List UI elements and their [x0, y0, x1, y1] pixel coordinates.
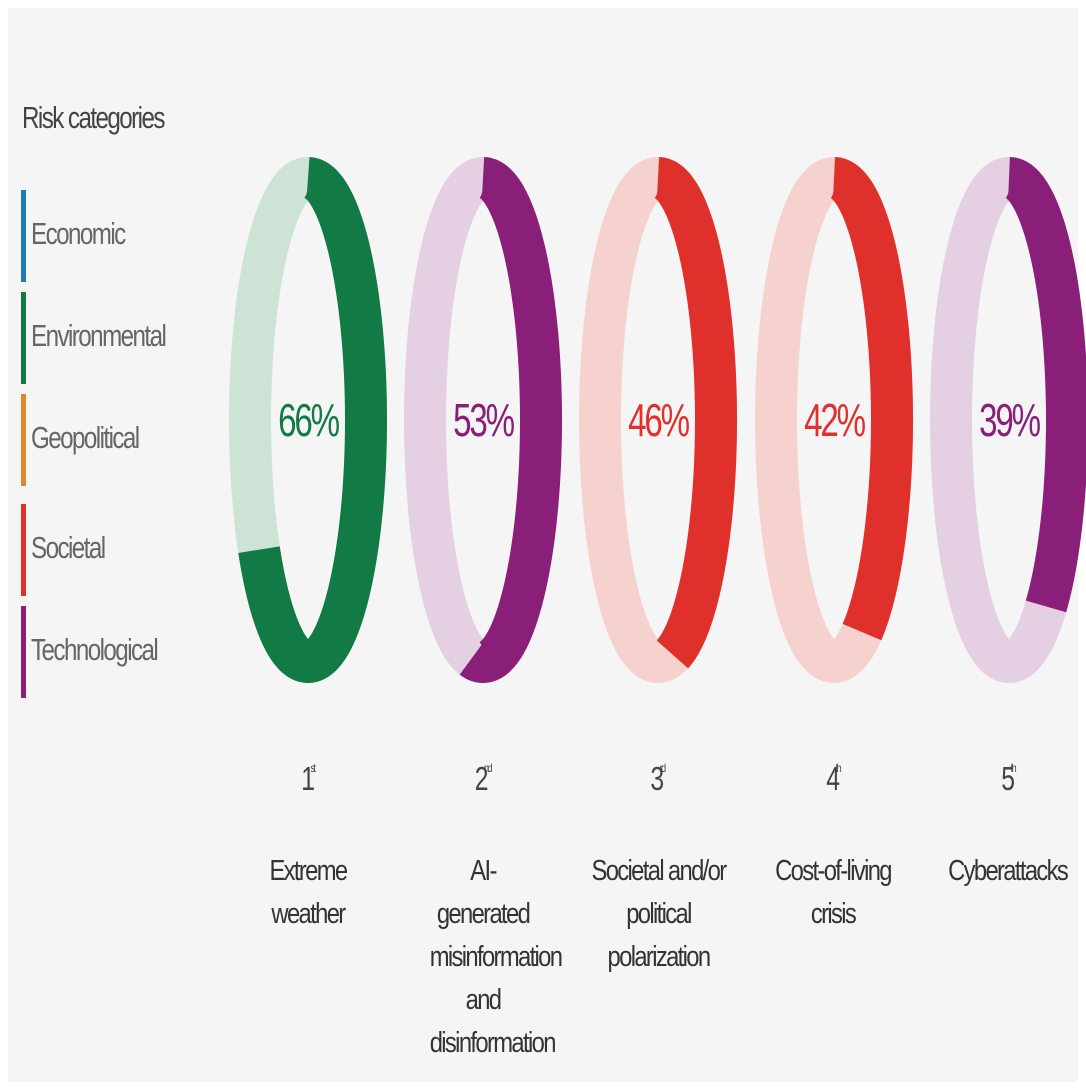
- rank-4: 4th: [753, 760, 913, 798]
- legend-label-societal: Societal: [31, 530, 106, 565]
- risk-name-5: Cyberattacks: [918, 850, 1086, 893]
- legend-item-geopolitical: Geopolitical: [21, 394, 221, 486]
- donut-4-value-label: 42%: [804, 396, 865, 446]
- rank-3-suffix: rd: [660, 761, 666, 775]
- legend-title: Risk categories: [22, 100, 165, 135]
- legend-swatch-technological: [21, 606, 26, 698]
- rank-3: 3rd: [578, 760, 738, 798]
- donut-1: 66%: [229, 157, 387, 683]
- donut-2: 53%: [404, 157, 562, 683]
- risk-name-1: Extreme weather: [218, 850, 398, 936]
- rank-1-suffix: st: [310, 761, 317, 775]
- donut-3-value-label: 46%: [628, 396, 689, 446]
- legend-label-geopolitical: Geopolitical: [31, 420, 140, 455]
- donut-5: 39%: [930, 157, 1086, 683]
- risk-name-4-text: Cost-of-living crisis: [775, 855, 892, 930]
- risk-name-2: AI-generated misinformation and disinfor…: [393, 850, 573, 1065]
- rank-2-suffix: nd: [484, 761, 493, 775]
- legend-item-technological: Technological: [21, 606, 221, 698]
- legend-label-economic: Economic: [31, 216, 126, 251]
- rank-5-suffix: th: [1010, 761, 1016, 775]
- risk-name-3-text: Societal and/or political polarization: [590, 855, 727, 973]
- legend-swatch-geopolitical: [21, 394, 26, 486]
- rank-5-number: 5: [1001, 760, 1015, 797]
- donut-2-value-label: 53%: [453, 396, 514, 446]
- risk-name-5-text: Cyberattacks: [948, 855, 1069, 887]
- risk-name-1-text: Extreme weather: [269, 855, 348, 930]
- legend-item-environmental: Environmental: [21, 292, 221, 384]
- rank-4-number: 4: [826, 760, 840, 797]
- legend-label-environmental: Environmental: [31, 318, 167, 353]
- donut-5-value-label: 39%: [979, 396, 1040, 446]
- rank-4-suffix: th: [835, 761, 841, 775]
- rank-1: 1st: [228, 760, 388, 798]
- rank-3-number: 3: [650, 760, 665, 797]
- donut-5-value-arc: [989, 157, 1086, 625]
- donut-4: 42%: [755, 157, 913, 683]
- donut-1-value-label: 66%: [278, 396, 339, 446]
- donut-3: 46%: [579, 157, 737, 683]
- legend-item-economic: Economic: [21, 190, 221, 282]
- rank-2: 2nd: [403, 760, 563, 798]
- legend-swatch-environmental: [21, 292, 26, 384]
- risk-name-4: Cost-of-living crisis: [743, 850, 923, 936]
- donut-2-value-arc: [452, 157, 562, 683]
- rank-1-number: 1: [301, 760, 315, 797]
- rank-2-number: 2: [474, 760, 489, 797]
- donut-3-value-arc: [638, 157, 737, 674]
- legend-swatch-societal: [21, 504, 26, 596]
- legend-swatch-economic: [21, 190, 26, 282]
- donut-1-value-arc: [238, 157, 387, 683]
- risk-name-2-text: AI-generated misinformation and disinfor…: [429, 855, 563, 1059]
- legend-item-societal: Societal: [21, 504, 221, 596]
- risk-name-3: Societal and/or political polarization: [568, 850, 748, 979]
- rank-5: 5th: [928, 760, 1086, 798]
- legend-label-technological: Technological: [31, 632, 159, 667]
- donut-4-value-arc: [814, 157, 913, 651]
